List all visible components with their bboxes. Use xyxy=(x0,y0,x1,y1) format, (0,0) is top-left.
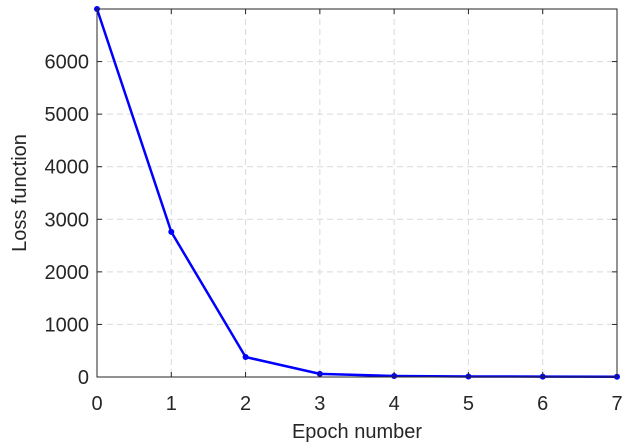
x-tick-label: 4 xyxy=(389,393,400,415)
y-tick-label: 2000 xyxy=(45,262,90,284)
tick-marks xyxy=(96,9,618,378)
y-tick-label: 6000 xyxy=(45,52,90,74)
x-tick-label: 5 xyxy=(463,393,474,415)
x-tick-label: 2 xyxy=(240,393,251,415)
plot-area-background xyxy=(97,9,617,377)
x-tick-label: 3 xyxy=(314,393,325,415)
y-tick-label: 3000 xyxy=(45,209,90,231)
x-tick-label: 7 xyxy=(611,393,622,415)
x-tick-labels: 0 1 2 3 4 5 6 7 xyxy=(91,393,622,415)
y-tick-label: 1000 xyxy=(45,314,90,336)
y-tick-label: 5000 xyxy=(45,104,90,126)
data-point xyxy=(242,354,249,361)
x-axis-label: Epoch number xyxy=(292,421,422,443)
data-point xyxy=(168,228,175,235)
x-tick-label: 0 xyxy=(91,393,102,415)
x-tick-label: 6 xyxy=(537,393,548,415)
y-tick-labels: 0 1000 2000 3000 4000 5000 6000 xyxy=(45,52,90,389)
plot-area-border xyxy=(96,8,618,378)
y-tick-label: 0 xyxy=(78,367,89,389)
y-axis-label: Loss function xyxy=(9,134,31,252)
x-tick-label: 1 xyxy=(166,393,177,415)
y-tick-label: 4000 xyxy=(45,157,90,179)
